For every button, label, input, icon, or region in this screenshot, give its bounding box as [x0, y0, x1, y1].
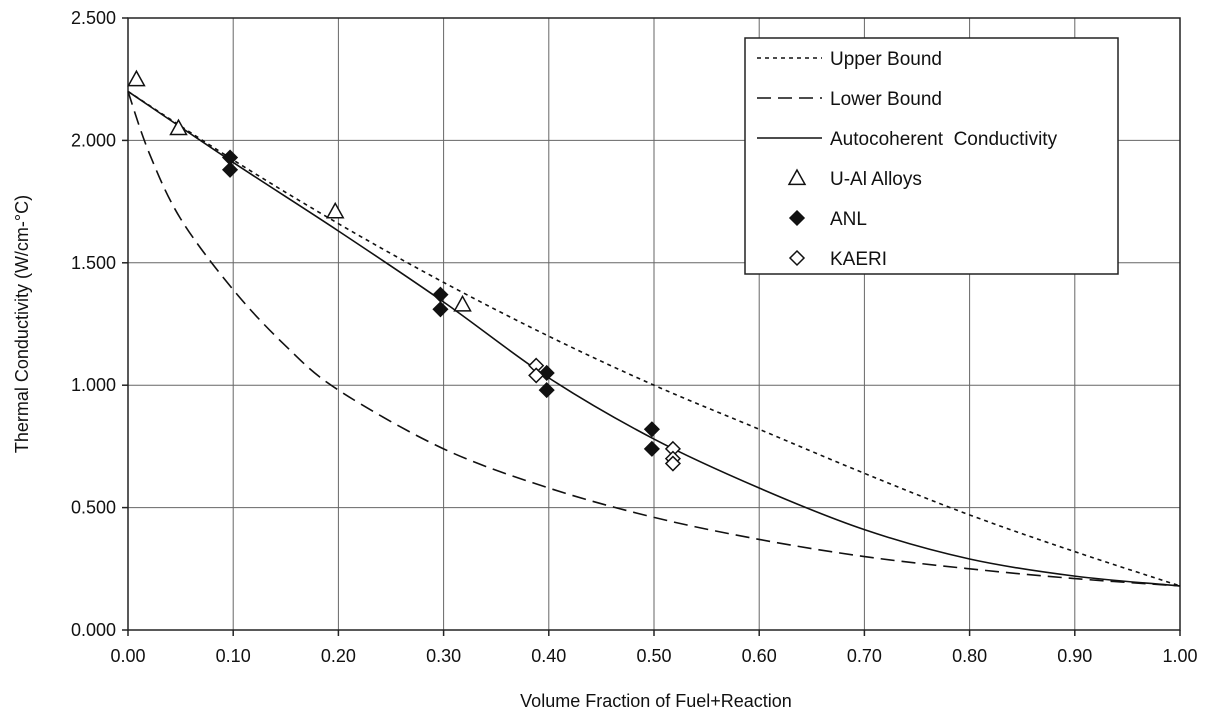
- legend-label-upper-bound: Upper Bound: [830, 49, 942, 70]
- y-tick-label: 2.500: [71, 8, 116, 28]
- data-point-anl: [643, 440, 660, 457]
- legend-label-anl: ANL: [830, 209, 867, 230]
- x-tick-label: 0.50: [636, 646, 671, 666]
- data-point-anl: [538, 382, 555, 399]
- data-point-anl: [538, 364, 555, 382]
- x-tick-label: 0.80: [952, 646, 987, 666]
- data-point-kaeri: [528, 367, 545, 384]
- series-markers: [127, 69, 681, 472]
- data-point-u-al-alloys: [325, 201, 345, 219]
- x-axis-title: Volume Fraction of Fuel+Reaction: [520, 691, 792, 711]
- data-point-anl: [432, 286, 449, 303]
- legend-label-u-al-alloys: U-Al Alloys: [830, 169, 922, 190]
- series-line-upper-bound: [127, 90, 1181, 587]
- data-point-kaeri: [664, 455, 681, 472]
- x-tick-label: 0.30: [426, 646, 461, 666]
- x-tick-label: 0.10: [216, 646, 251, 666]
- x-tick-label: 1.00: [1162, 646, 1197, 666]
- x-tick-label: 0.40: [531, 646, 566, 666]
- x-tick-label: 0.20: [321, 646, 356, 666]
- y-axis-ticks: 0.000 0.500 1.000 1.500 2.000 2.500: [71, 8, 128, 640]
- x-tick-label: 0.00: [110, 646, 145, 666]
- legend-swatch-u-al-alloys: [787, 168, 807, 186]
- legend-swatch-anl: [788, 209, 806, 227]
- y-tick-label: 1.000: [71, 375, 116, 395]
- data-point-u-al-alloys: [169, 118, 188, 136]
- legend-label-kaeri: KAERI: [830, 249, 887, 270]
- x-tick-label: 0.60: [742, 646, 777, 666]
- series-line-lower-bound: [127, 91, 1181, 587]
- series-lines: [127, 90, 1181, 587]
- y-tick-label: 2.000: [71, 130, 116, 150]
- x-axis-ticks: 0.00 0.10 0.20 0.30 0.40 0.50 0.60 0.70 0.80 0.90…: [110, 630, 1198, 666]
- legend: Upper Bound Lower Bound Autocoherent Condu…: [744, 37, 1119, 275]
- legend-box: [744, 37, 1119, 275]
- y-tick-label: 1.500: [71, 253, 116, 273]
- y-tick-label: 0.500: [71, 498, 116, 518]
- series-line-autocoherent-conductivity: [127, 90, 1181, 587]
- data-point-anl: [432, 301, 449, 318]
- x-tick-label: 0.70: [847, 646, 882, 666]
- y-axis-title: Thermal Conductivity (W/cm-°C): [12, 195, 32, 453]
- data-point-anl: [643, 421, 660, 438]
- data-point-anl: [221, 161, 239, 178]
- data-point-u-al-alloys: [127, 69, 146, 87]
- legend-swatch-kaeri: [788, 249, 806, 267]
- x-tick-label: 0.90: [1057, 646, 1092, 666]
- y-tick-label: 0.000: [71, 620, 116, 640]
- legend-label-autocoherent-conductivity: Autocoherent Conductivity: [830, 129, 1058, 150]
- legend-label-lower-bound: Lower Bound: [830, 89, 942, 110]
- data-point-u-al-alloys: [453, 294, 472, 312]
